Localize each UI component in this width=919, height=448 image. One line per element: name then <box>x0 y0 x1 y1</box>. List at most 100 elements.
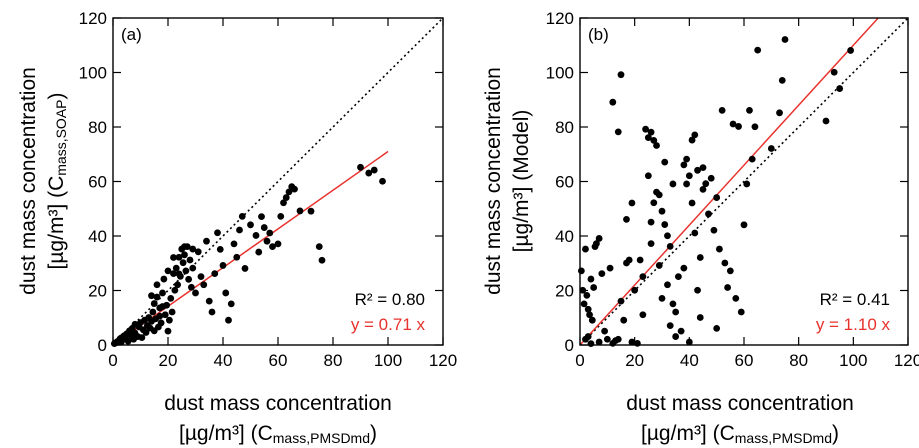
fit-line-a <box>113 150 389 345</box>
x-axis-label-line2-b: [µg/m³] (Cmass,PMSDmd) <box>641 422 839 446</box>
data-point <box>603 335 611 343</box>
data-point <box>161 311 169 319</box>
data-point <box>699 186 707 193</box>
data-point <box>691 229 699 237</box>
x-tick-label: 80 <box>324 351 343 370</box>
data-point <box>370 166 378 174</box>
data-point <box>379 177 386 185</box>
data-point <box>252 232 260 239</box>
x-tick-label: 100 <box>374 351 402 370</box>
data-point <box>740 221 748 229</box>
data-point <box>285 188 293 196</box>
data-point <box>236 226 243 234</box>
data-point <box>157 319 165 327</box>
data-point <box>647 240 655 248</box>
data-point <box>661 158 669 166</box>
x-tick-label: 20 <box>625 351 644 370</box>
data-point <box>164 327 172 335</box>
reference-line-b <box>580 18 908 345</box>
data-point <box>266 229 274 237</box>
data-point <box>713 324 721 332</box>
data-point <box>683 155 690 163</box>
y-axis-label-line2-b: [µg/m³] (Model) <box>510 110 533 253</box>
data-point <box>732 295 740 302</box>
data-point <box>746 106 753 114</box>
data-point <box>189 245 197 253</box>
data-point <box>260 224 268 231</box>
data-point <box>142 329 150 336</box>
data-point <box>614 335 622 343</box>
data-point <box>156 312 164 320</box>
data-point <box>225 316 232 324</box>
data-point <box>710 226 718 234</box>
data-point <box>247 221 254 229</box>
data-point <box>836 85 844 92</box>
fit-equation-b: y = 1.10 x <box>816 315 891 334</box>
data-point <box>751 123 759 131</box>
data-point <box>185 275 193 283</box>
data-point <box>241 265 249 272</box>
data-point <box>584 305 592 313</box>
data-point <box>172 264 180 272</box>
data-point <box>269 243 276 251</box>
data-point <box>164 267 172 275</box>
data-point <box>582 245 589 253</box>
x-tick-label: 120 <box>894 351 919 370</box>
data-point <box>639 273 647 281</box>
scatter-panel-b: 0 20 40 60 80 100 120 0 20 40 60 80 100 120 (b) R² = … <box>482 9 919 446</box>
data-point <box>653 142 660 149</box>
data-point <box>650 199 658 207</box>
data-point <box>595 235 603 242</box>
data-point <box>200 281 208 289</box>
data-point <box>776 109 783 117</box>
data-point <box>691 131 699 139</box>
data-point <box>666 322 674 330</box>
data-point <box>222 289 230 297</box>
data-point <box>160 275 168 283</box>
data-point <box>716 245 723 253</box>
data-point <box>170 270 177 278</box>
data-point <box>258 213 265 221</box>
data-point <box>577 267 585 275</box>
data-point <box>767 145 775 152</box>
x-tick-label: 60 <box>269 351 288 370</box>
x-axis-label-line2-a: [µg/m³] (Cmass,PMSDmd) <box>179 422 377 446</box>
scatter-panel-a: 0 20 40 60 80 100 120 0 20 40 60 80 100 120 (a) R² = … <box>17 9 457 446</box>
y-tick-label: 80 <box>88 118 107 137</box>
data-point <box>159 303 166 310</box>
y-tick-label: 120 <box>79 9 107 28</box>
data-point <box>669 180 677 188</box>
data-point <box>194 248 202 256</box>
data-point <box>205 297 213 305</box>
data-point <box>688 136 696 144</box>
data-point <box>680 161 688 169</box>
data-point <box>726 267 734 275</box>
data-point <box>211 270 219 278</box>
data-point <box>175 253 183 261</box>
data-point <box>593 240 600 248</box>
data-point <box>694 166 701 174</box>
x-axis-label-line1-b: dust mass concentration <box>626 392 854 415</box>
data-point <box>601 327 608 335</box>
data-point <box>274 240 282 248</box>
data-point <box>705 210 712 218</box>
y-axis-label-line2-a: [µg/m³] (Cmass,SOAP) <box>45 92 69 269</box>
data-point <box>208 308 216 316</box>
data-point <box>623 215 630 223</box>
data-point <box>255 248 263 256</box>
data-point <box>729 120 737 128</box>
x-tick-label: 120 <box>429 351 457 370</box>
x-tick-label: 60 <box>735 351 754 370</box>
data-point <box>724 284 731 291</box>
data-point <box>586 311 593 319</box>
data-point <box>617 71 625 79</box>
data-point <box>587 340 595 348</box>
data-point <box>683 180 690 188</box>
data-point <box>148 292 155 300</box>
x-tick-label: 40 <box>214 351 233 370</box>
data-point <box>743 180 751 188</box>
y-tick-label: 60 <box>555 173 574 192</box>
y-tick-label: 80 <box>555 118 574 137</box>
data-point <box>580 300 588 308</box>
